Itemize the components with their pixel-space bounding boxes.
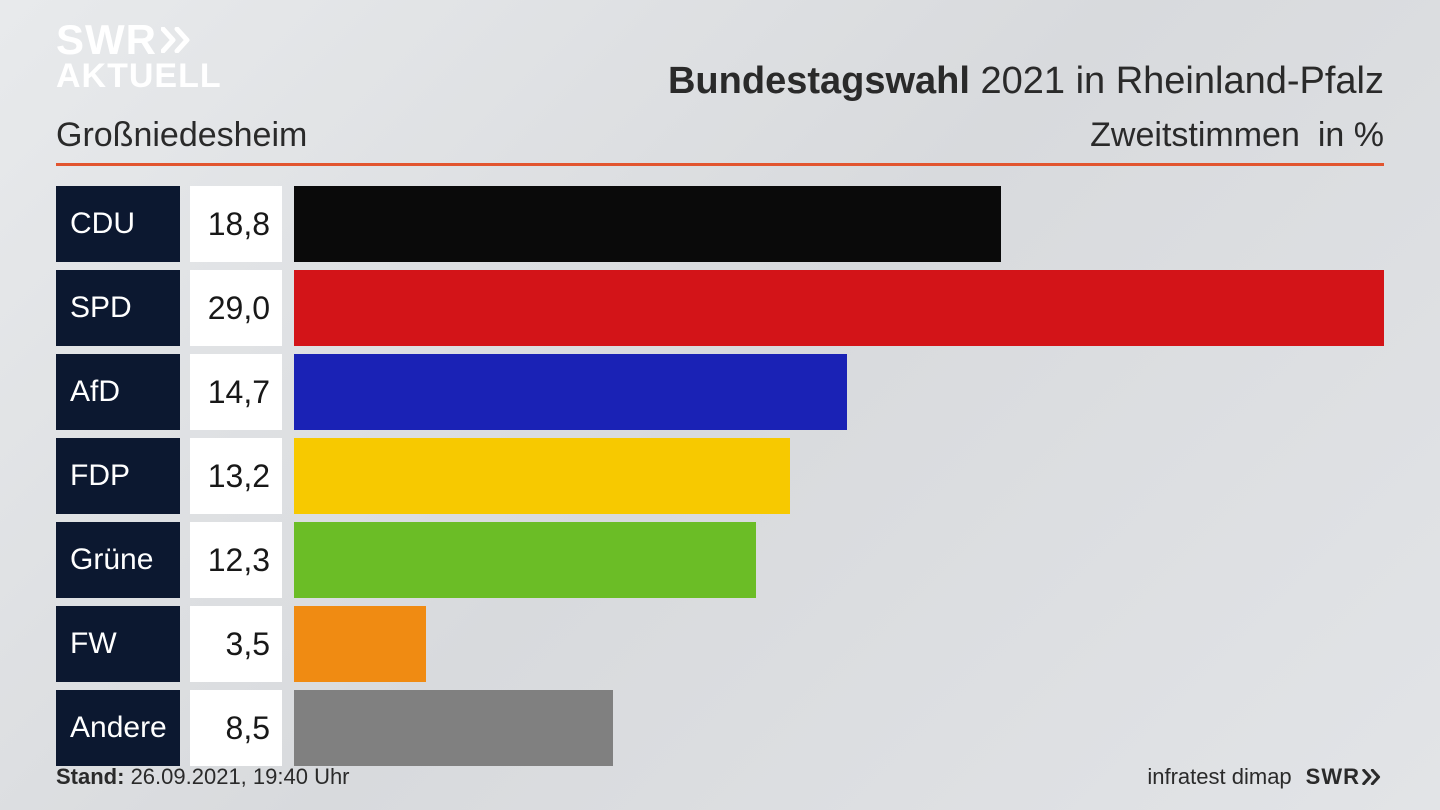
bar-track bbox=[294, 606, 1384, 682]
stand-label: Stand: bbox=[56, 764, 124, 789]
party-label: CDU bbox=[56, 186, 180, 262]
chart-row: CDU18,8 bbox=[56, 186, 1384, 262]
footer-bar: Stand: 26.09.2021, 19:40 Uhr infratest d… bbox=[56, 764, 1384, 790]
bar bbox=[294, 354, 847, 430]
bar bbox=[294, 270, 1384, 346]
metric-label: Zweitstimmen in % bbox=[1090, 116, 1384, 155]
footer-brand-text: SWR bbox=[1306, 764, 1360, 790]
stand-value: 26.09.2021, 19:40 Uhr bbox=[124, 764, 349, 789]
party-label: AfD bbox=[56, 354, 180, 430]
chart-row: Andere8,5 bbox=[56, 690, 1384, 766]
chart-row: SPD29,0 bbox=[56, 270, 1384, 346]
chart-row: FW3,5 bbox=[56, 606, 1384, 682]
results-bar-chart: CDU18,8SPD29,0AfD14,7FDP13,2Grüne12,3FW3… bbox=[56, 186, 1384, 774]
metric-unit: in % bbox=[1318, 116, 1384, 154]
party-label: FDP bbox=[56, 438, 180, 514]
bar bbox=[294, 438, 790, 514]
bar-track bbox=[294, 186, 1384, 262]
footer-credits: infratest dimap SWR bbox=[1147, 764, 1384, 790]
bar bbox=[294, 522, 756, 598]
party-label: FW bbox=[56, 606, 180, 682]
bar-track bbox=[294, 438, 1384, 514]
location-name: Großniedesheim bbox=[56, 116, 307, 155]
chart-row: AfD14,7 bbox=[56, 354, 1384, 430]
bar-track bbox=[294, 690, 1384, 766]
party-label: Andere bbox=[56, 690, 180, 766]
title-rest: 2021 in Rheinland-Pfalz bbox=[970, 60, 1384, 102]
title-bold: Bundestagswahl bbox=[668, 60, 970, 102]
bar bbox=[294, 690, 613, 766]
subheader-bar: Großniedesheim Zweitstimmen in % bbox=[56, 116, 1384, 166]
value-box: 14,7 bbox=[190, 354, 282, 430]
double-chevron-icon bbox=[161, 27, 195, 53]
data-source: infratest dimap bbox=[1147, 764, 1291, 790]
party-label: Grüne bbox=[56, 522, 180, 598]
value-box: 3,5 bbox=[190, 606, 282, 682]
broadcaster-logo: SWR AKTUELL bbox=[56, 20, 222, 92]
logo-line2: AKTUELL bbox=[56, 60, 222, 92]
value-box: 29,0 bbox=[190, 270, 282, 346]
bar bbox=[294, 186, 1001, 262]
value-box: 13,2 bbox=[190, 438, 282, 514]
chart-row: Grüne12,3 bbox=[56, 522, 1384, 598]
bar bbox=[294, 606, 426, 682]
value-box: 18,8 bbox=[190, 186, 282, 262]
double-chevron-icon bbox=[1362, 769, 1384, 785]
chart-row: FDP13,2 bbox=[56, 438, 1384, 514]
timestamp: Stand: 26.09.2021, 19:40 Uhr bbox=[56, 764, 350, 790]
logo-line1: SWR bbox=[56, 20, 157, 60]
footer-brand: SWR bbox=[1306, 764, 1384, 790]
party-label: SPD bbox=[56, 270, 180, 346]
metric-name: Zweitstimmen bbox=[1090, 116, 1300, 154]
value-box: 8,5 bbox=[190, 690, 282, 766]
bar-track bbox=[294, 354, 1384, 430]
page-title: Bundestagswahl 2021 in Rheinland-Pfalz bbox=[668, 60, 1384, 103]
value-box: 12,3 bbox=[190, 522, 282, 598]
bar-track bbox=[294, 270, 1384, 346]
bar-track bbox=[294, 522, 1384, 598]
